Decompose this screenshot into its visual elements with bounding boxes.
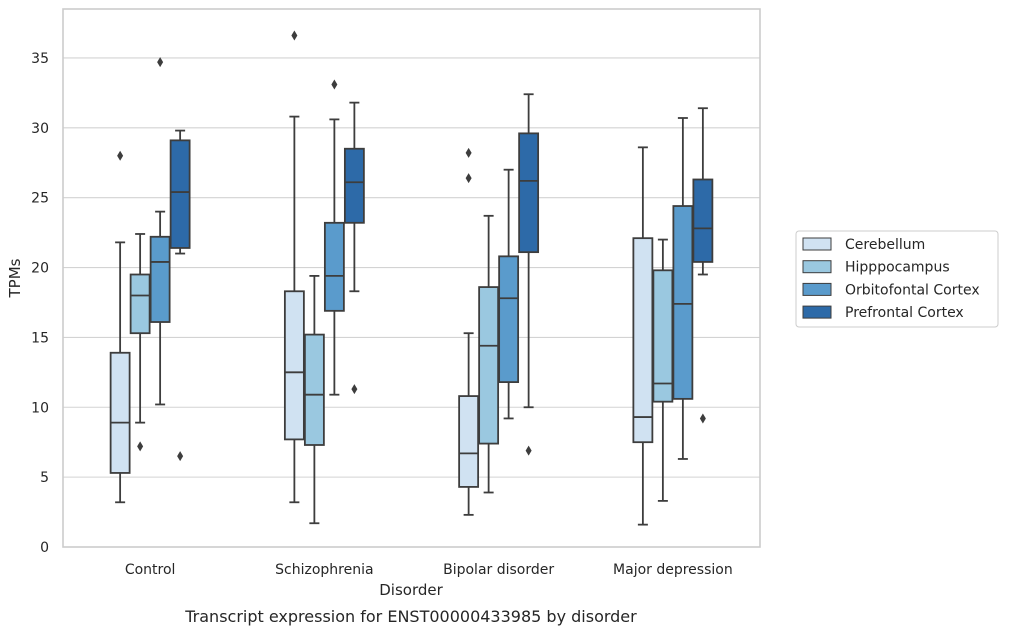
outlier-marker [465, 147, 472, 158]
box-group [652, 238, 674, 502]
legend-label: Prefrontal Cortex [845, 305, 964, 321]
x-axis-label: Disorder [379, 581, 443, 599]
box [323, 221, 345, 312]
outlier-marker [137, 441, 144, 452]
box [303, 333, 325, 446]
x-tick-label: Schizophrenia [275, 562, 373, 578]
outlier-marker [351, 384, 358, 395]
y-tick-labels: 0 5 10 15 20 25 30 35 [31, 51, 49, 556]
y-tick-label: 0 [40, 540, 49, 556]
box-group [129, 233, 151, 452]
box-group [283, 30, 305, 504]
box [632, 237, 654, 444]
y-tick-label: 15 [31, 330, 49, 346]
box [109, 351, 131, 474]
box [498, 255, 520, 384]
box [283, 290, 305, 441]
box [692, 178, 714, 263]
box-group [149, 57, 171, 406]
legend-label: Hipppocampus [845, 260, 950, 276]
plot-frame [62, 8, 761, 548]
x-tick-label: Major depression [613, 562, 733, 578]
x-tick-label: Bipolar disorder [443, 562, 554, 578]
y-tick-label: 35 [31, 51, 49, 67]
boxes [109, 30, 714, 526]
box [458, 395, 480, 488]
y-tick-label: 25 [31, 191, 49, 207]
x-tick-labels: Control Schizophrenia Bipolar disorder Majo… [125, 562, 733, 578]
box-group [169, 129, 191, 462]
legend-swatch [802, 282, 832, 296]
outlier-marker [117, 150, 124, 161]
legend-swatch [802, 305, 832, 319]
legend-swatch [802, 237, 832, 251]
outlier-marker [465, 173, 472, 184]
box-group [109, 150, 131, 504]
legend-label: Cerebellum [845, 237, 925, 253]
box [129, 273, 151, 335]
y-tick-label: 10 [31, 400, 49, 416]
legend: Cerebellum Hipppocampus Orbitofontal Corte… [795, 230, 999, 328]
box [169, 139, 191, 249]
legend-frame [795, 230, 999, 328]
box-group [303, 275, 325, 525]
box-group [478, 214, 500, 494]
box [672, 205, 694, 400]
box [149, 235, 171, 323]
y-tick-label: 30 [31, 121, 49, 137]
box [478, 286, 500, 445]
box-group [323, 79, 345, 396]
box-group [672, 117, 694, 460]
box-group [632, 146, 654, 526]
y-tick-label: 20 [31, 261, 49, 277]
box [343, 147, 365, 224]
outlier-marker [157, 57, 164, 68]
y-tick-label: 5 [40, 470, 49, 486]
legend-label: Orbitofontal Cortex [845, 282, 980, 298]
outlier-marker [699, 413, 706, 424]
figure-caption: Transcript expression for ENST0000043398… [184, 607, 637, 626]
box-group [458, 147, 480, 516]
box-group [518, 93, 540, 456]
box [518, 132, 540, 254]
box [652, 269, 674, 403]
x-tick-label: Control [125, 562, 176, 578]
outlier-marker [291, 30, 298, 41]
outlier-marker [331, 79, 338, 90]
y-axis-label: TPMs [6, 258, 24, 298]
outlier-marker [525, 445, 532, 456]
box-group [498, 168, 520, 420]
box-group [343, 101, 365, 395]
box-group [692, 107, 714, 424]
legend-swatch [802, 260, 832, 274]
outlier-marker [177, 451, 184, 462]
